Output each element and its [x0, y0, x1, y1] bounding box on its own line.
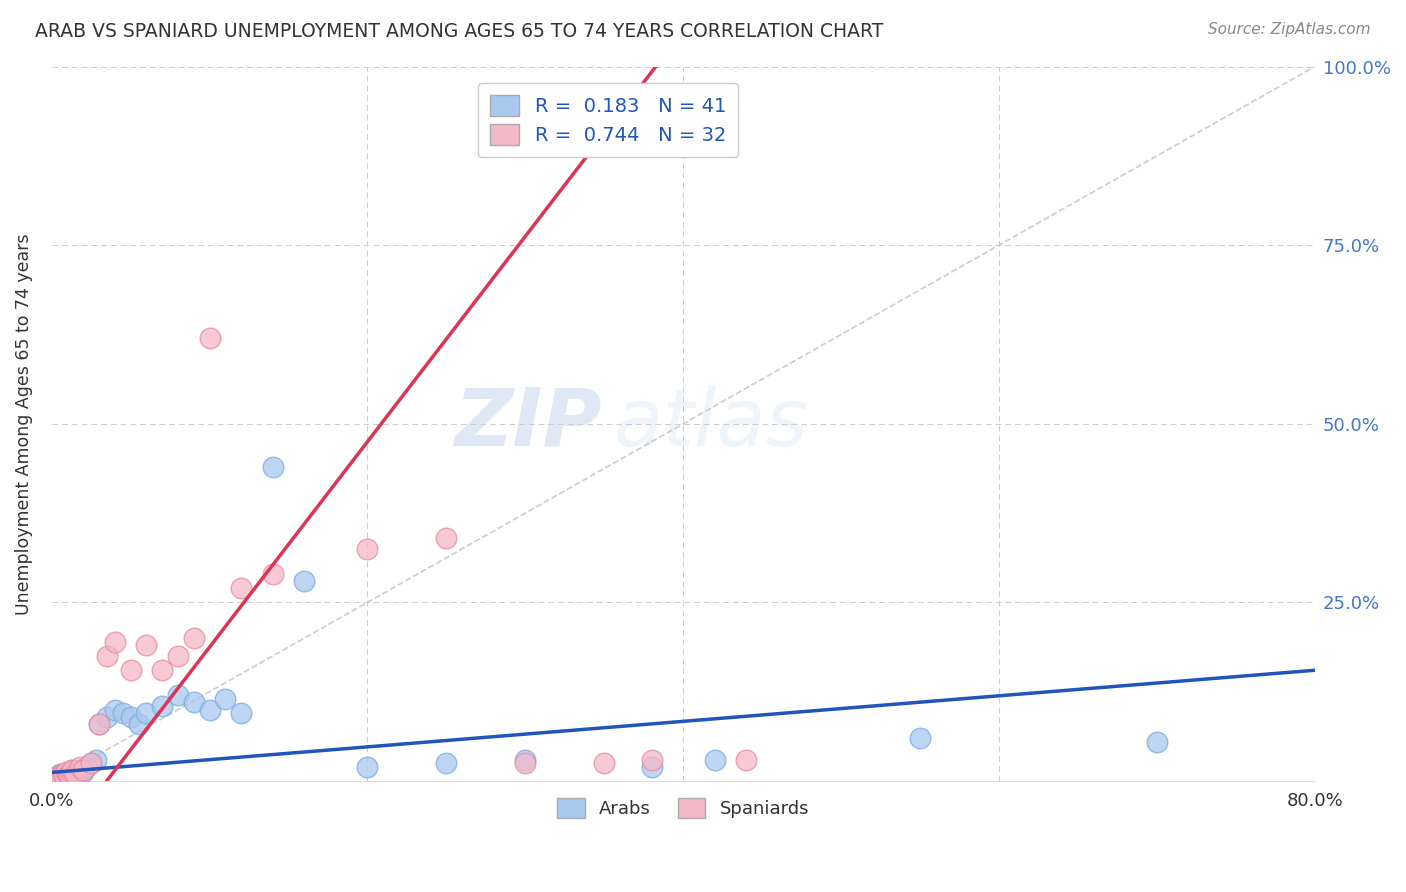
Text: Source: ZipAtlas.com: Source: ZipAtlas.com — [1208, 22, 1371, 37]
Text: atlas: atlas — [614, 384, 808, 463]
Point — [167, 648, 190, 663]
Point — [46, 771, 69, 785]
Point — [198, 702, 221, 716]
Point — [231, 706, 253, 720]
Point — [150, 663, 173, 677]
Point — [69, 760, 91, 774]
Point — [44, 772, 66, 786]
Point — [51, 771, 73, 785]
Point — [58, 767, 80, 781]
Point — [60, 764, 83, 778]
Point — [593, 756, 616, 771]
Point — [120, 709, 142, 723]
Point — [1146, 735, 1168, 749]
Point — [69, 764, 91, 778]
Point — [55, 765, 77, 780]
Point — [292, 574, 315, 588]
Point — [167, 688, 190, 702]
Point — [65, 765, 87, 780]
Point — [56, 768, 79, 782]
Text: ARAB VS SPANIARD UNEMPLOYMENT AMONG AGES 65 TO 74 YEARS CORRELATION CHART: ARAB VS SPANIARD UNEMPLOYMENT AMONG AGES… — [35, 22, 883, 41]
Point — [72, 764, 94, 778]
Point — [104, 634, 127, 648]
Point — [51, 770, 73, 784]
Point — [52, 768, 75, 782]
Point — [111, 706, 134, 720]
Point — [72, 765, 94, 780]
Point — [198, 331, 221, 345]
Point — [120, 663, 142, 677]
Point — [214, 691, 236, 706]
Point — [231, 581, 253, 595]
Point — [59, 767, 82, 781]
Point — [44, 771, 66, 785]
Legend: Arabs, Spaniards: Arabs, Spaniards — [550, 791, 817, 826]
Point — [96, 648, 118, 663]
Point — [908, 731, 931, 746]
Point — [356, 760, 378, 774]
Point — [436, 531, 458, 545]
Point — [87, 716, 110, 731]
Text: ZIP: ZIP — [454, 384, 602, 463]
Point — [135, 638, 157, 652]
Point — [262, 566, 284, 581]
Point — [52, 767, 75, 781]
Point — [96, 709, 118, 723]
Point — [135, 706, 157, 720]
Point — [66, 767, 89, 781]
Point — [183, 631, 205, 645]
Point — [76, 760, 98, 774]
Point — [84, 753, 107, 767]
Point — [87, 716, 110, 731]
Point — [703, 753, 725, 767]
Point — [63, 767, 86, 781]
Point — [55, 767, 77, 781]
Point — [60, 764, 83, 778]
Point — [53, 770, 76, 784]
Point — [48, 768, 70, 782]
Point — [515, 756, 537, 771]
Point — [735, 753, 758, 767]
Point — [56, 768, 79, 782]
Point — [58, 765, 80, 780]
Point — [515, 753, 537, 767]
Point — [183, 695, 205, 709]
Point — [80, 756, 103, 771]
Point — [436, 756, 458, 771]
Point — [65, 767, 87, 781]
Point — [53, 768, 76, 782]
Point — [640, 753, 662, 767]
Y-axis label: Unemployment Among Ages 65 to 74 years: Unemployment Among Ages 65 to 74 years — [15, 233, 32, 615]
Point — [104, 702, 127, 716]
Point — [59, 765, 82, 780]
Point — [80, 756, 103, 771]
Point — [48, 767, 70, 781]
Point — [262, 459, 284, 474]
Point — [46, 772, 69, 786]
Point — [640, 760, 662, 774]
Point — [150, 698, 173, 713]
Point — [128, 716, 150, 731]
Point — [356, 541, 378, 556]
